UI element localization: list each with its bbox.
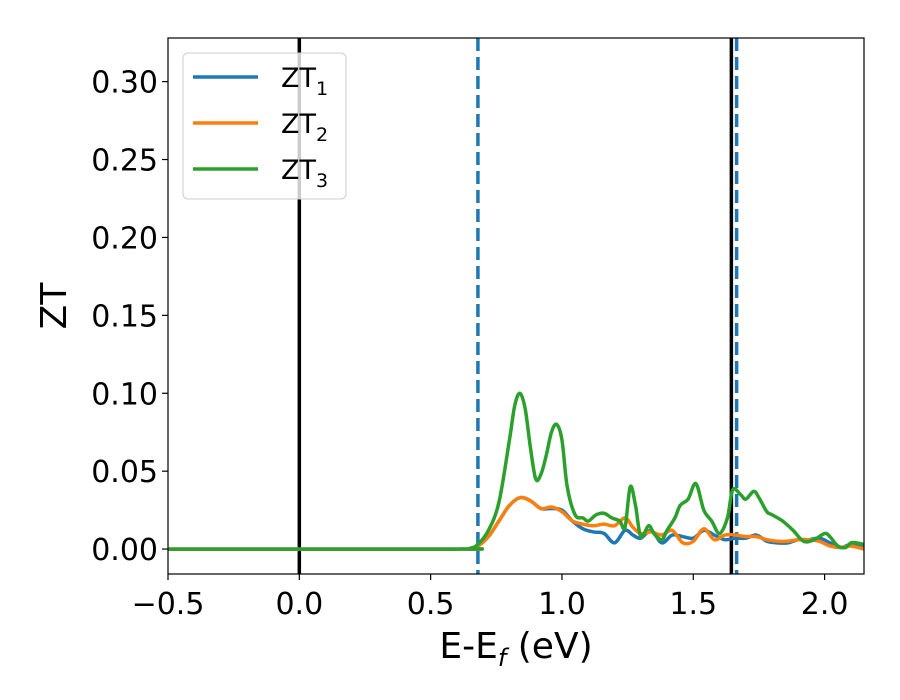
x-tick-label: 1.0 [538, 587, 586, 622]
series-lines [168, 391, 864, 551]
series-line-zt3 [168, 391, 864, 551]
x-tick-label: 2.0 [801, 587, 849, 622]
y-axis-label: ZT [34, 282, 75, 330]
series-line-zt2 [168, 495, 864, 551]
y-tick-label: 0.15 [91, 299, 158, 334]
x-axis-label: E-Ef (eV) [439, 626, 592, 672]
y-tick-label: 0.30 [91, 66, 158, 101]
y-tick-label: 0.10 [91, 377, 158, 412]
x-tick-label: −0.5 [132, 587, 205, 622]
series-line-zt1 [168, 495, 864, 551]
legend-label-zt2: ZT2 [281, 109, 328, 146]
x-axis-ticks: −0.5 0.0 0.5 1.0 1.5 2.0 [132, 574, 849, 622]
x-axis-label-main: E-E [439, 626, 497, 667]
x-tick-label: 1.5 [669, 587, 717, 622]
axes-frame [167, 37, 865, 575]
legend-box [182, 52, 347, 200]
y-tick-label: 0.00 [91, 533, 158, 568]
vertical-reference-lines [297, 38, 739, 574]
y-axis-ticks: 0.00 0.05 0.10 0.15 0.20 0.25 0.30 [91, 66, 168, 568]
legend-label-zt1: ZT1 [281, 63, 328, 100]
x-axis-label-suffix: (eV) [506, 626, 592, 667]
legend-label-zt3: ZT3 [281, 155, 328, 192]
x-tick-label: 0.5 [407, 587, 455, 622]
y-tick-label: 0.25 [91, 144, 158, 179]
legend: ZT1 ZT2 ZT3 [182, 52, 347, 200]
y-tick-label: 0.05 [91, 455, 158, 490]
y-tick-label: 0.20 [91, 221, 158, 256]
x-tick-label: 0.0 [275, 587, 323, 622]
